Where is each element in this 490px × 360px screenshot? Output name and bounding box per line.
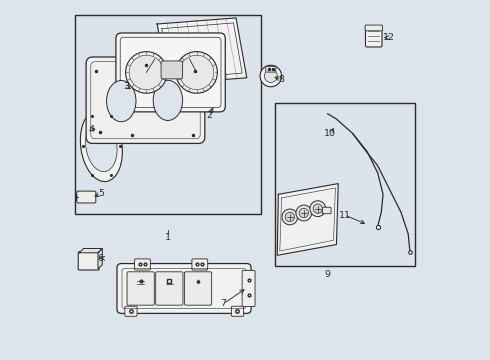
FancyBboxPatch shape [161, 61, 183, 79]
Text: 8: 8 [279, 75, 285, 84]
FancyBboxPatch shape [78, 252, 99, 270]
FancyBboxPatch shape [242, 270, 255, 307]
FancyBboxPatch shape [77, 191, 96, 203]
FancyBboxPatch shape [135, 259, 150, 270]
Text: 5: 5 [98, 189, 104, 198]
FancyBboxPatch shape [127, 272, 154, 305]
Circle shape [260, 65, 282, 87]
Ellipse shape [80, 110, 122, 181]
FancyBboxPatch shape [116, 33, 225, 112]
FancyBboxPatch shape [365, 25, 382, 31]
Circle shape [129, 55, 164, 90]
FancyBboxPatch shape [117, 264, 251, 314]
FancyBboxPatch shape [275, 103, 416, 266]
Ellipse shape [153, 80, 183, 121]
FancyBboxPatch shape [125, 306, 137, 316]
FancyBboxPatch shape [156, 272, 183, 305]
Polygon shape [157, 18, 247, 84]
FancyBboxPatch shape [231, 306, 244, 316]
FancyBboxPatch shape [86, 57, 205, 143]
Text: 10: 10 [324, 129, 336, 138]
FancyBboxPatch shape [184, 272, 212, 305]
Text: 9: 9 [324, 270, 330, 279]
Text: 7: 7 [220, 299, 226, 308]
FancyBboxPatch shape [322, 207, 331, 214]
Ellipse shape [86, 120, 117, 172]
Text: 11: 11 [339, 211, 351, 220]
FancyBboxPatch shape [74, 15, 261, 214]
FancyBboxPatch shape [192, 259, 208, 270]
Ellipse shape [107, 81, 136, 122]
Polygon shape [277, 184, 338, 255]
Circle shape [282, 209, 298, 225]
Circle shape [310, 201, 326, 217]
Circle shape [265, 69, 277, 82]
Circle shape [296, 205, 312, 221]
Circle shape [285, 212, 294, 222]
Text: 1: 1 [165, 233, 171, 242]
Text: 3: 3 [123, 82, 130, 91]
Text: 6: 6 [98, 255, 104, 264]
Polygon shape [79, 248, 102, 253]
FancyBboxPatch shape [266, 66, 276, 72]
FancyBboxPatch shape [366, 26, 382, 47]
Circle shape [125, 51, 167, 93]
Circle shape [299, 208, 309, 218]
Text: 2: 2 [206, 111, 212, 120]
Circle shape [179, 55, 214, 90]
Circle shape [176, 51, 218, 93]
Circle shape [313, 204, 322, 213]
Polygon shape [98, 248, 102, 269]
Text: 12: 12 [382, 33, 394, 42]
Text: 4: 4 [89, 125, 95, 134]
